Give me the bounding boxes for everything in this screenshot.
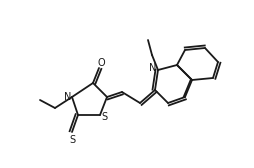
Text: S: S bbox=[101, 112, 107, 122]
Text: N: N bbox=[149, 63, 157, 73]
Text: N: N bbox=[64, 92, 72, 102]
Text: S: S bbox=[69, 135, 75, 145]
Text: O: O bbox=[97, 58, 105, 68]
